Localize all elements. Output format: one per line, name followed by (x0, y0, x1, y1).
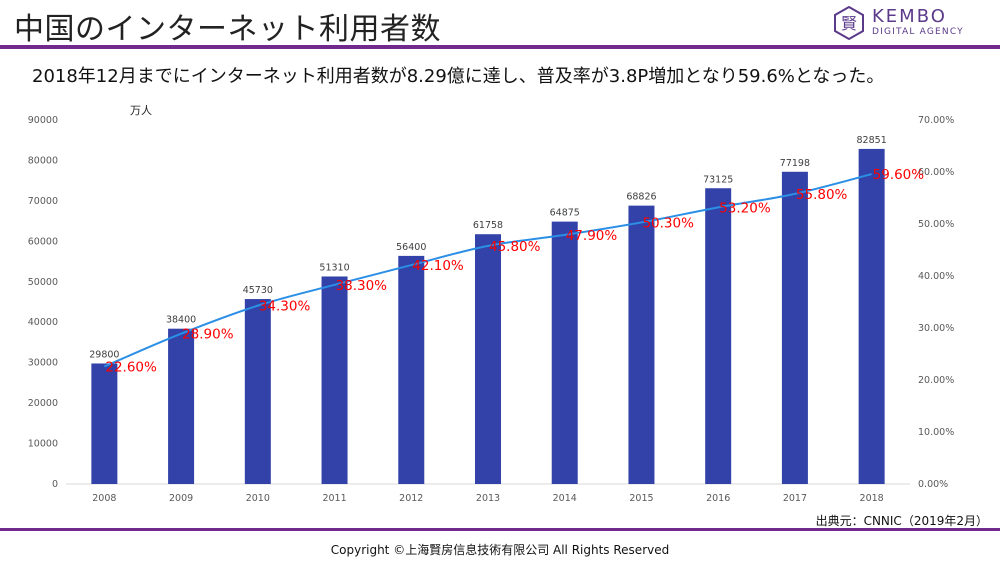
y-tick-label: 60000 (28, 236, 58, 247)
rate-value-label: 22.60% (105, 359, 157, 375)
x-tick-label: 2013 (476, 493, 500, 504)
bar-value-label: 56400 (396, 242, 426, 253)
bar-value-label: 64875 (550, 208, 580, 219)
page-title: 中国のインターネット利用者数 (14, 12, 441, 47)
y-axis-unit-label: 万人 (130, 104, 152, 117)
bar-2013 (475, 234, 501, 484)
y2-tick-label: 40.00% (918, 271, 954, 282)
rate-value-label: 42.10% (412, 258, 464, 274)
rate-value-label: 34.30% (259, 299, 311, 315)
rate-value-label: 59.60% (873, 167, 925, 183)
penetration-rate-line (103, 173, 872, 368)
logo-mark-text: 賢 (841, 14, 857, 33)
y-tick-label: 10000 (28, 439, 58, 450)
y-tick-label: 0 (52, 479, 58, 490)
bar-2010 (244, 299, 271, 484)
y2-tick-label: 0.00% (918, 479, 948, 490)
logo-mark-icon: 賢 (834, 6, 864, 40)
title-divider (0, 45, 1000, 49)
y2-tick-label: 50.00% (918, 219, 954, 230)
y-tick-label: 90000 (28, 115, 58, 126)
bar-2012 (398, 255, 425, 484)
bar-2018 (858, 148, 885, 484)
y-tick-label: 30000 (28, 358, 58, 369)
bar-2011 (321, 276, 348, 484)
bar-2016 (705, 188, 732, 484)
copyright-text: Copyright ©上海賢房信息技術有限公司 All Rights Reser… (330, 543, 670, 557)
rate-value-label: 50.30% (642, 215, 694, 231)
y-tick-label: 40000 (28, 317, 58, 328)
rate-value-label: 53.20% (719, 200, 771, 216)
rate-value-label: 28.90% (182, 327, 234, 343)
y2-tick-label: 20.00% (918, 375, 954, 386)
bar-value-label: 73125 (703, 174, 733, 185)
bar-value-label: 45730 (243, 285, 273, 296)
x-tick-label: 2017 (783, 493, 807, 504)
bar-value-label: 68826 (626, 192, 656, 203)
x-tick-label: 2011 (322, 493, 346, 504)
bar-2014 (551, 221, 578, 484)
footer-divider (0, 528, 1000, 531)
x-tick-label: 2009 (169, 493, 193, 504)
y2-tick-label: 60.00% (918, 167, 954, 178)
x-tick-label: 2012 (399, 493, 423, 504)
bar-value-label: 61758 (473, 220, 503, 231)
rate-value-label: 45.80% (489, 239, 541, 255)
rate-value-label: 38.30% (336, 278, 388, 294)
logo-tagline: DIGITAL AGENCY (872, 27, 964, 37)
x-tick-label: 2018 (860, 493, 884, 504)
slide-subtitle: 2018年12月までにインターネット利用者数が8.29億に達し、普及率が3.8P… (32, 66, 885, 87)
x-tick-label: 2010 (246, 493, 270, 504)
y-tick-label: 80000 (28, 155, 58, 166)
bar-2008 (91, 363, 118, 484)
bar-value-label: 38400 (166, 315, 196, 326)
rate-value-label: 55.80% (796, 187, 848, 203)
x-tick-label: 2008 (92, 493, 116, 504)
bar-value-label: 29800 (89, 349, 119, 360)
bar-value-label: 77198 (780, 158, 810, 169)
y2-tick-label: 10.00% (918, 427, 954, 438)
bar-value-label: 82851 (857, 135, 887, 146)
y-tick-label: 50000 (28, 277, 58, 288)
bar-2009 (168, 328, 195, 484)
y2-tick-label: 70.00% (918, 115, 954, 126)
y2-tick-label: 30.00% (918, 323, 954, 334)
x-tick-label: 2014 (553, 493, 577, 504)
bar-value-label: 51310 (319, 262, 349, 273)
y-tick-label: 20000 (28, 398, 58, 409)
logo-name: KEMBO (872, 6, 947, 27)
company-logo: 賢 KEMBO DIGITAL AGENCY (832, 6, 992, 42)
source-note: 出典元：CNNIC（2019年2月） (815, 514, 988, 528)
x-tick-label: 2015 (629, 493, 653, 504)
bar-2017 (781, 171, 808, 484)
y-tick-label: 70000 (28, 196, 58, 207)
bar-2015 (628, 205, 655, 484)
rate-value-label: 47.90% (566, 228, 618, 244)
x-tick-label: 2016 (706, 493, 730, 504)
